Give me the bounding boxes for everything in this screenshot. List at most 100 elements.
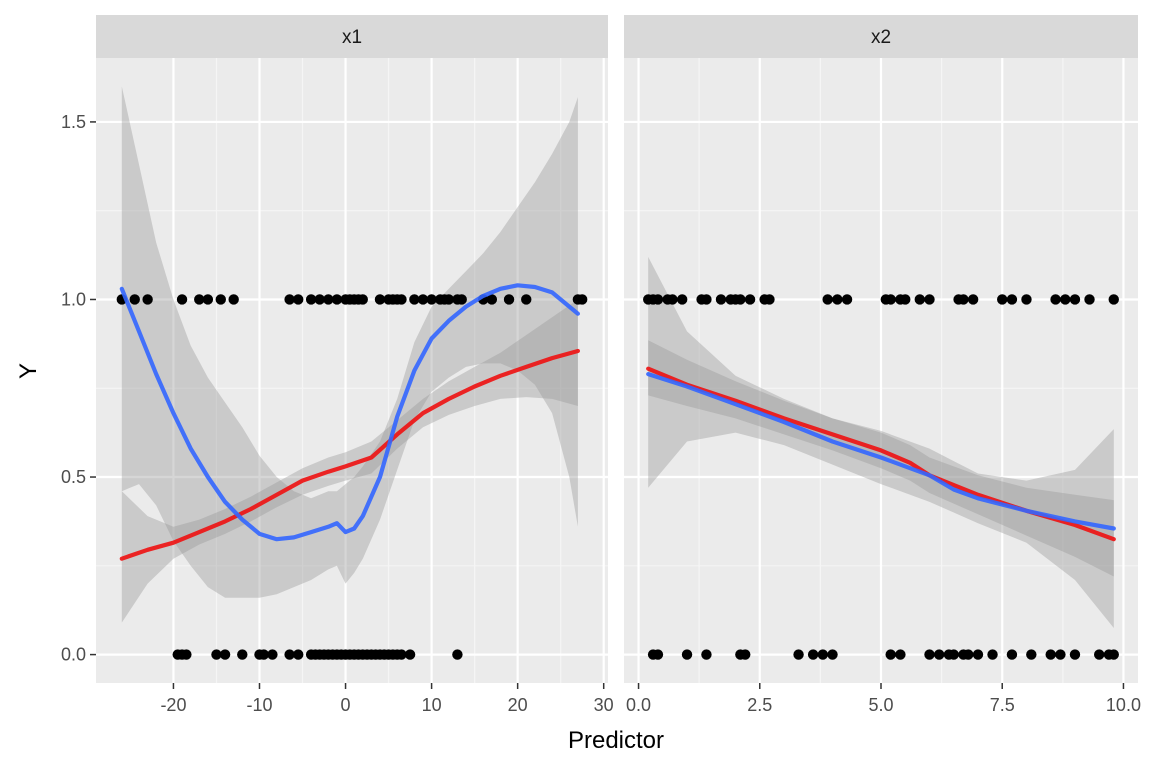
data-point xyxy=(194,294,205,305)
data-point xyxy=(948,649,959,660)
data-point xyxy=(426,294,437,305)
data-point xyxy=(807,649,819,660)
data-point xyxy=(924,649,935,660)
y-axis-title: Y xyxy=(15,363,42,379)
data-point xyxy=(1108,294,1119,305)
data-point xyxy=(764,294,775,305)
data-point xyxy=(219,649,231,660)
data-point xyxy=(914,294,925,305)
y-tick-label: 0.5 xyxy=(61,467,86,487)
data-point xyxy=(1060,294,1071,305)
confidence-band-blue xyxy=(648,256,1114,628)
data-point xyxy=(576,294,588,305)
data-point xyxy=(228,294,239,305)
data-point xyxy=(202,294,214,305)
data-point xyxy=(933,649,945,660)
panel-x2: 0.0 2.5 5.0 7.5 10.0 xyxy=(624,58,1141,715)
data-point xyxy=(404,649,416,660)
data-point xyxy=(1045,649,1056,660)
x-tick-label: 0 xyxy=(341,695,351,715)
data-point xyxy=(676,294,688,305)
data-point xyxy=(681,649,693,660)
facet-label-x1: x1 xyxy=(342,27,362,48)
data-point xyxy=(396,649,407,660)
data-point xyxy=(652,649,664,660)
data-point xyxy=(701,649,712,660)
smooth-line-blue xyxy=(119,283,580,542)
data-point xyxy=(331,294,343,305)
data-point xyxy=(832,294,843,305)
data-point xyxy=(1108,649,1119,660)
data-point xyxy=(357,294,368,305)
data-point xyxy=(293,649,304,660)
data-point xyxy=(885,649,896,660)
data-point xyxy=(715,294,727,305)
data-point xyxy=(142,294,153,305)
confidence-band-blue xyxy=(121,86,578,598)
data-point xyxy=(374,294,386,305)
data-point xyxy=(1006,294,1018,305)
x-tick-label: -10 xyxy=(246,695,272,715)
facet-strip-x1 xyxy=(96,15,608,58)
x-tick-label: 2.5 xyxy=(747,695,772,715)
data-point xyxy=(314,294,325,305)
data-point xyxy=(822,294,833,305)
y-tick-label: 0.0 xyxy=(61,645,86,665)
data-point xyxy=(284,649,295,660)
data-point xyxy=(521,294,532,305)
data-point xyxy=(443,294,455,305)
x-tick-label: -20 xyxy=(160,695,186,715)
data-point xyxy=(701,294,712,305)
smooth-line-red xyxy=(119,348,580,561)
data-point xyxy=(215,294,226,305)
data-point xyxy=(958,294,969,305)
data-point xyxy=(1069,649,1081,660)
data-point xyxy=(284,294,295,305)
data-point xyxy=(452,649,463,660)
data-point xyxy=(827,649,838,660)
y-tick-label: 1.5 xyxy=(61,112,86,132)
data-point xyxy=(841,294,853,305)
data-point xyxy=(895,649,906,660)
x-tick-label: 20 xyxy=(508,695,528,715)
data-point xyxy=(652,294,664,305)
facet-strip-x2 xyxy=(624,15,1138,58)
data-point xyxy=(967,294,979,305)
data-point xyxy=(305,294,317,305)
y-axis: 0.0 0.5 1.0 1.5 xyxy=(61,112,96,665)
panel-x1-background xyxy=(96,58,608,683)
data-point xyxy=(1094,649,1105,660)
data-point xyxy=(129,294,140,305)
data-point xyxy=(744,294,756,305)
data-point xyxy=(735,294,746,305)
panel-x1: -20 -10 0 10 20 30 xyxy=(96,58,614,715)
data-point xyxy=(486,294,498,305)
data-point xyxy=(963,649,974,660)
data-point xyxy=(987,649,998,660)
data-point xyxy=(1050,294,1061,305)
data-point xyxy=(211,649,222,660)
x-tick-label: 10.0 xyxy=(1106,695,1141,715)
data-point xyxy=(817,649,829,660)
data-point xyxy=(237,649,248,660)
data-point xyxy=(740,649,751,660)
data-point xyxy=(396,294,407,305)
confidence-band-red xyxy=(121,299,578,623)
y-tick-label: 1.0 xyxy=(61,289,86,309)
data-point xyxy=(885,294,896,305)
data-point xyxy=(1021,294,1032,305)
data-point xyxy=(972,649,984,660)
x-tick-label: 10 xyxy=(422,695,442,715)
data-point xyxy=(1084,294,1095,305)
data-point xyxy=(267,649,278,660)
data-point xyxy=(409,294,420,305)
data-point xyxy=(1006,649,1018,660)
data-point xyxy=(1055,649,1066,660)
data-point xyxy=(1069,294,1081,305)
data-point xyxy=(900,294,911,305)
data-point xyxy=(456,294,467,305)
smooth-line-blue xyxy=(646,372,1116,531)
data-point xyxy=(258,649,269,660)
